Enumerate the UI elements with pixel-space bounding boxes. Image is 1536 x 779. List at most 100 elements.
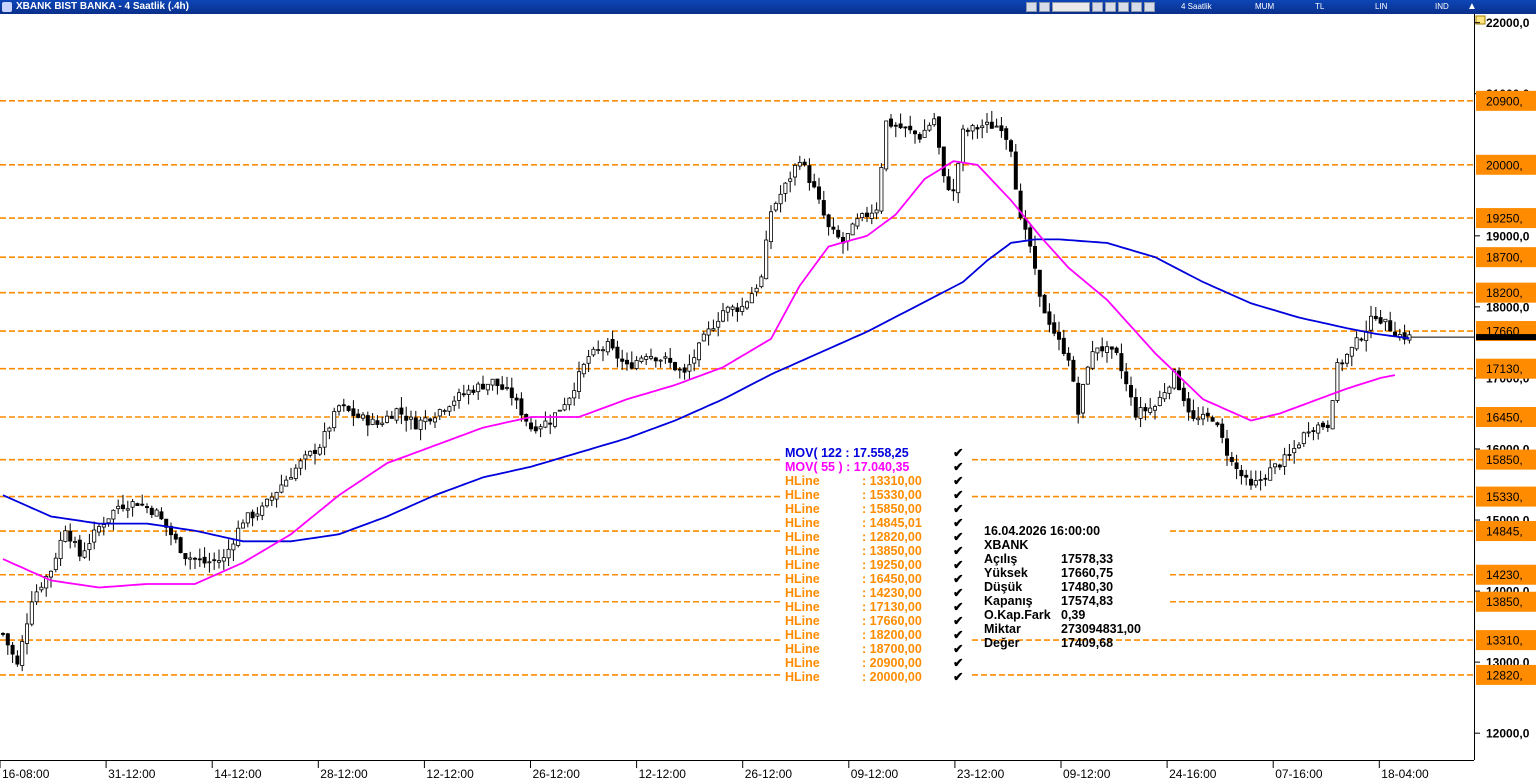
legend-hline-value[interactable]: : 13850,00 xyxy=(862,544,922,558)
candle-body xyxy=(764,239,769,280)
candle-body xyxy=(116,505,121,510)
legend-hline-name[interactable]: HLine xyxy=(785,502,820,516)
save-icon[interactable] xyxy=(1026,2,1037,12)
legend-hline-name[interactable]: HLine xyxy=(785,558,820,572)
candle-body xyxy=(759,276,764,288)
legend-hline-value[interactable]: : 12820,00 xyxy=(862,530,922,544)
info-label: Değer xyxy=(984,636,1020,650)
candle-body xyxy=(10,644,15,655)
visibility-check-icon[interactable]: ✔ xyxy=(953,614,963,628)
legend-hline-value[interactable]: : 19250,00 xyxy=(862,558,922,572)
candle-body xyxy=(908,125,913,131)
candle-body xyxy=(980,125,985,129)
print-icon[interactable] xyxy=(1039,2,1050,12)
legend-hline-value[interactable]: : 16450,00 xyxy=(862,572,922,586)
visibility-check-icon[interactable]: ✔ xyxy=(953,628,963,642)
candle-body xyxy=(730,306,735,310)
hline-price-tag xyxy=(1476,664,1536,685)
candle-body xyxy=(514,397,519,401)
legend-hline-name[interactable]: HLine xyxy=(785,614,820,628)
legend-hline-name[interactable]: HLine xyxy=(785,656,820,670)
scroll-up-icon[interactable]: ▲ xyxy=(1467,1,1477,12)
candle-body xyxy=(937,116,942,148)
visibility-check-icon[interactable]: ✔ xyxy=(953,446,963,460)
x-tick-label: 12-12:00 xyxy=(426,767,474,779)
legend-hline-name[interactable]: HLine xyxy=(785,586,820,600)
price-axis: 22000,021000,019000,018000,017000,016000… xyxy=(1474,14,1536,760)
pencil-icon[interactable] xyxy=(1105,2,1116,12)
candle-body xyxy=(183,553,188,560)
legend-hline-name[interactable]: HLine xyxy=(785,642,820,656)
legend-hline-name[interactable]: HLine xyxy=(785,670,820,684)
visibility-check-icon[interactable]: ✔ xyxy=(953,544,963,558)
candle-body xyxy=(442,410,447,412)
legend-hline-value[interactable]: : 17130,00 xyxy=(862,600,922,614)
candle-body xyxy=(432,417,437,423)
info-value: 17480,30 xyxy=(1061,580,1113,594)
draw-icon[interactable] xyxy=(1092,2,1103,12)
candle-body xyxy=(1196,417,1201,421)
visibility-check-icon[interactable]: ✔ xyxy=(953,558,963,572)
visibility-check-icon[interactable]: ✔ xyxy=(953,488,963,502)
legend-hline-value[interactable]: : 18700,00 xyxy=(862,642,922,656)
legend-hline-value[interactable]: : 14845,01 xyxy=(862,516,922,530)
candle-body xyxy=(106,518,111,524)
legend-hline-name[interactable]: HLine xyxy=(785,600,820,614)
candle-body xyxy=(408,416,413,420)
color-icon[interactable] xyxy=(1118,2,1129,12)
legend-hline-value[interactable]: : 18200,00 xyxy=(862,628,922,642)
x-tick-label: 12-12:00 xyxy=(639,767,687,779)
legend-hline-value[interactable]: : 17660,00 xyxy=(862,614,922,628)
axis-settings-icon[interactable] xyxy=(1475,15,1486,25)
candle-body xyxy=(893,124,898,127)
legend-hline-value[interactable]: : 20000,00 xyxy=(862,670,922,684)
legend-hline-name[interactable]: HLine xyxy=(785,544,820,558)
legend-hline-value[interactable]: : 20900,00 xyxy=(862,656,922,670)
price-chart[interactable]: 22000,021000,019000,018000,017000,016000… xyxy=(0,14,1536,779)
zoom-icon[interactable] xyxy=(1052,2,1090,12)
visibility-check-icon[interactable]: ✔ xyxy=(953,656,963,670)
visibility-check-icon[interactable]: ✔ xyxy=(953,586,963,600)
visibility-check-icon[interactable]: ✔ xyxy=(953,670,963,684)
legend-hline-value[interactable]: : 15330,00 xyxy=(862,488,922,502)
visibility-check-icon[interactable]: ✔ xyxy=(953,502,963,516)
candle-body xyxy=(461,393,466,396)
candle-body xyxy=(961,128,966,163)
candle-body xyxy=(504,387,509,389)
indicator-button[interactable]: IND xyxy=(1435,2,1449,11)
candle-mode-button[interactable]: MUM xyxy=(1255,2,1275,11)
candle-body xyxy=(24,623,29,644)
visibility-check-icon[interactable]: ✔ xyxy=(953,474,963,488)
linear-scale-button[interactable]: LIN xyxy=(1375,2,1388,11)
candle-body xyxy=(92,529,97,543)
candle-body xyxy=(1249,478,1254,486)
visibility-check-icon[interactable]: ✔ xyxy=(953,530,963,544)
arrow-icon[interactable] xyxy=(1144,2,1155,12)
visibility-check-icon[interactable]: ✔ xyxy=(953,600,963,614)
legend-hline-value[interactable]: : 14230,00 xyxy=(862,586,922,600)
candle-body xyxy=(562,404,567,411)
legend-hline-name[interactable]: HLine xyxy=(785,572,820,586)
visibility-check-icon[interactable]: ✔ xyxy=(953,516,963,530)
legend-hline-name[interactable]: HLine xyxy=(785,530,820,544)
candle-body xyxy=(389,415,394,419)
legend-hline-name[interactable]: HLine xyxy=(785,628,820,642)
legend-hline-value[interactable]: : 13310,00 xyxy=(862,474,922,488)
legend-mov122[interactable]: MOV( 122 : 17.558,25 xyxy=(785,446,909,460)
period-button[interactable]: 4 Saatlik xyxy=(1181,2,1212,11)
visibility-check-icon[interactable]: ✔ xyxy=(953,572,963,586)
legend-hline-name[interactable]: HLine xyxy=(785,516,820,530)
window-title: XBANK BIST BANKA - 4 Saatlik (.4h) xyxy=(16,1,189,12)
legend-hline-name[interactable]: HLine xyxy=(785,474,820,488)
candle-body xyxy=(332,411,337,429)
legend-mov55[interactable]: MOV( 55 ) : 17.040,35 xyxy=(785,460,909,474)
candle-body xyxy=(956,163,961,194)
candle-body xyxy=(740,305,745,312)
settings-icon[interactable] xyxy=(1131,2,1142,12)
visibility-check-icon[interactable]: ✔ xyxy=(953,642,963,656)
legend-hline-name[interactable]: HLine xyxy=(785,488,820,502)
currency-button[interactable]: TL xyxy=(1315,2,1325,11)
time-axis: 16-08:00 31-12:00 14-12:00 28-12:00 12-12:00… xyxy=(0,760,1474,779)
visibility-check-icon[interactable]: ✔ xyxy=(953,460,963,474)
legend-hline-value[interactable]: : 15850,00 xyxy=(862,502,922,516)
